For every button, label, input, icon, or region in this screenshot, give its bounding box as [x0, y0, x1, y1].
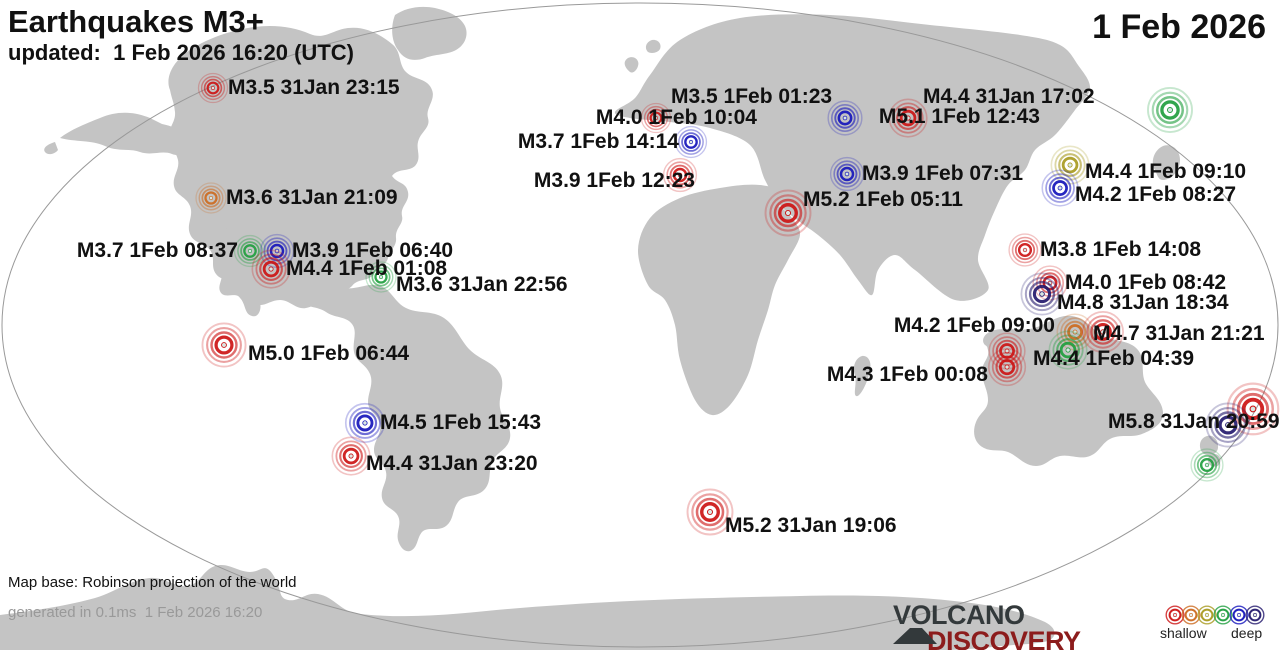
svg-text:M4.2 1Feb 09:00: M4.2 1Feb 09:00 — [894, 314, 1055, 337]
svg-text:M3.9 1Feb 07:31: M3.9 1Feb 07:31 — [862, 162, 1023, 185]
svg-text:M4.7 31Jan 21:21: M4.7 31Jan 21:21 — [1093, 322, 1265, 345]
svg-text:M4.2 1Feb 08:27: M4.2 1Feb 08:27 — [1075, 183, 1236, 206]
svg-text:M3.5 1Feb 01:23: M3.5 1Feb 01:23 — [671, 85, 832, 108]
svg-text:M3.9 1Feb 12:23: M3.9 1Feb 12:23 — [534, 169, 695, 192]
svg-text:M3.8 1Feb 14:08: M3.8 1Feb 14:08 — [1040, 238, 1201, 261]
svg-text:M3.7 1Feb 08:37: M3.7 1Feb 08:37 — [77, 239, 238, 262]
svg-text:M4.8 31Jan 18:34: M4.8 31Jan 18:34 — [1057, 291, 1229, 314]
svg-text:M3.5 31Jan 23:15: M3.5 31Jan 23:15 — [228, 76, 400, 99]
svg-text:M4.4 1Feb 09:10: M4.4 1Feb 09:10 — [1085, 160, 1246, 183]
svg-text:M5.0 1Feb 06:44: M5.0 1Feb 06:44 — [248, 342, 409, 365]
svg-text:M4.5 1Feb 15:43: M4.5 1Feb 15:43 — [380, 411, 541, 434]
svg-text:M4.4 31Jan 23:20: M4.4 31Jan 23:20 — [366, 452, 538, 475]
svg-text:deep: deep — [1231, 625, 1262, 641]
svg-text:M3.6 31Jan 22:56: M3.6 31Jan 22:56 — [396, 273, 568, 296]
svg-text:DISCOVERY: DISCOVERY — [927, 626, 1081, 650]
svg-text:M5.1 1Feb 12:43: M5.1 1Feb 12:43 — [879, 105, 1040, 128]
svg-text:M5.2 1Feb 05:11: M5.2 1Feb 05:11 — [803, 188, 963, 211]
svg-text:M3.7 1Feb 14:14: M3.7 1Feb 14:14 — [518, 130, 679, 153]
svg-text:M5.8 31Jan 20:59: M5.8 31Jan 20:59 — [1108, 410, 1280, 433]
svg-text:M4.3 1Feb 00:08: M4.3 1Feb 00:08 — [827, 363, 988, 386]
svg-text:shallow: shallow — [1160, 625, 1208, 641]
svg-text:M5.2 31Jan 19:06: M5.2 31Jan 19:06 — [725, 514, 897, 537]
svg-text:M4.0 1Feb 10:04: M4.0 1Feb 10:04 — [596, 106, 757, 129]
svg-text:M3.6 31Jan 21:09: M3.6 31Jan 21:09 — [226, 186, 398, 209]
svg-text:M4.4 1Feb 04:39: M4.4 1Feb 04:39 — [1033, 347, 1194, 370]
